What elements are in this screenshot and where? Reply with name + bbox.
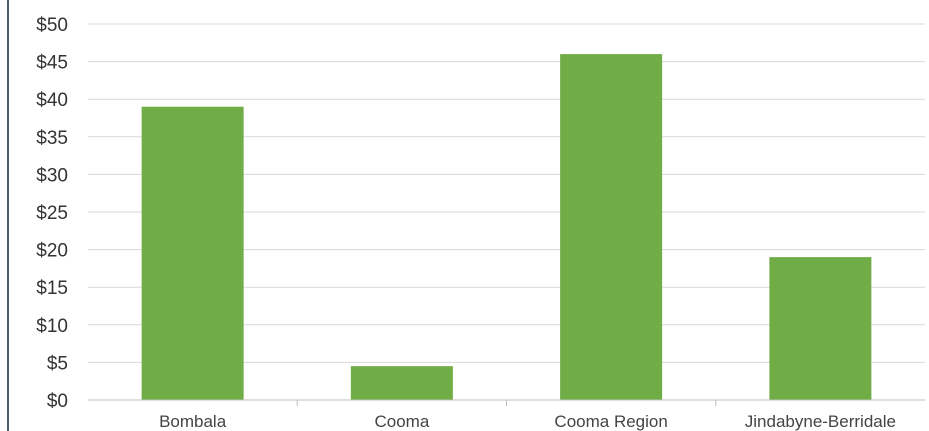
y-tick-label: $35 (36, 128, 68, 149)
y-tick-label: $40 (36, 90, 68, 111)
left-frame-border (7, 0, 9, 431)
x-axis: Bombala Cooma Cooma Region Jindabyne-Berrid… (88, 399, 925, 431)
bars (141, 54, 872, 401)
bar (769, 257, 872, 400)
bar (350, 366, 453, 400)
y-tick-label: $50 (36, 15, 68, 36)
x-category-label: Bombala (159, 412, 227, 431)
bar (141, 106, 244, 400)
x-category-label: Cooma (374, 412, 429, 431)
bar (560, 54, 663, 401)
y-tick-label: $20 (36, 241, 68, 262)
y-tick-label: $10 (36, 316, 68, 337)
y-axis-ticks: $0 $5 $10 $15 $20 $25 $30 $35 $40 $45 $50 (36, 15, 68, 412)
y-tick-label: $30 (36, 165, 68, 186)
y-tick-label: $25 (36, 203, 68, 224)
y-tick-label: $0 (47, 391, 68, 412)
y-tick-label: $5 (47, 353, 68, 374)
x-category-label: Jindabyne-Berridale (745, 412, 896, 431)
y-tick-label: $45 (36, 53, 68, 74)
y-tick-label: $15 (36, 278, 68, 299)
x-category-label: Cooma Region (554, 412, 667, 431)
